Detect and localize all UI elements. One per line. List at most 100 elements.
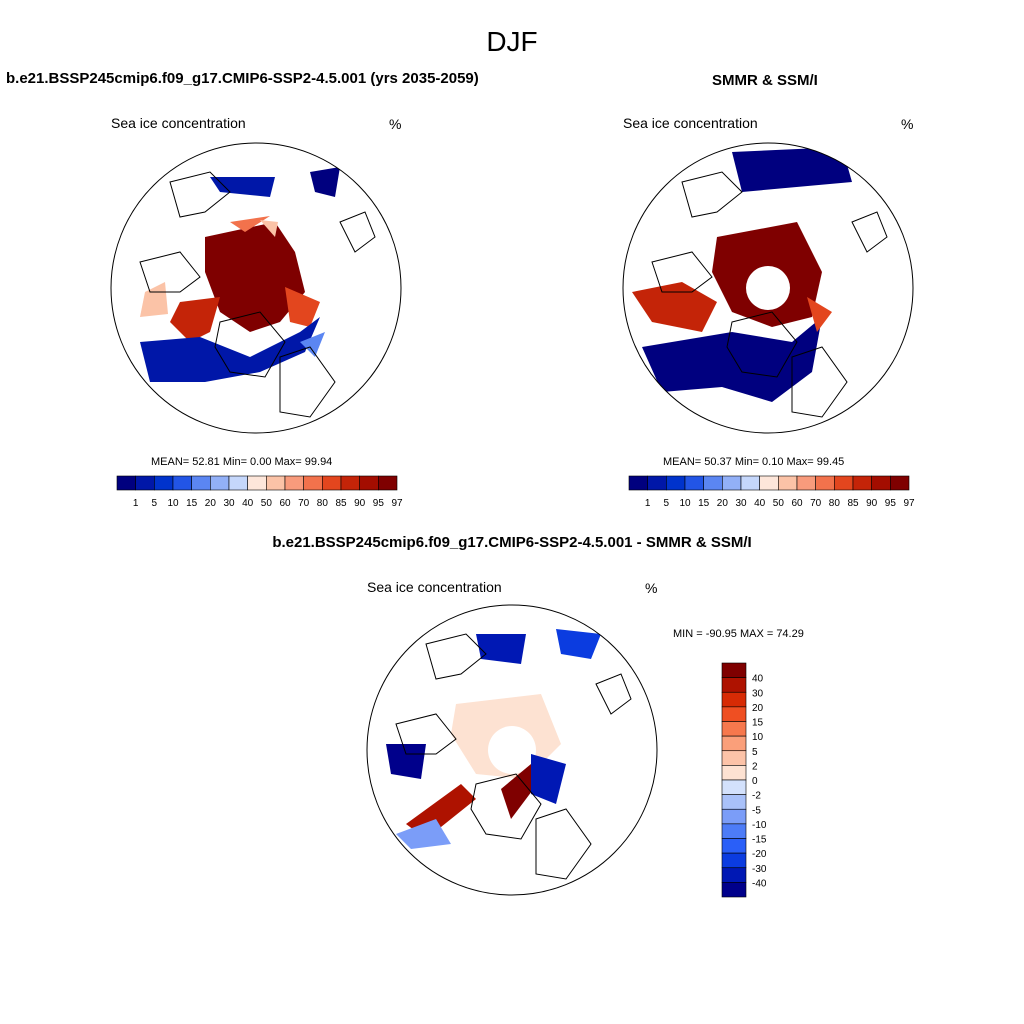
colorbar-cell: [172, 475, 192, 491]
colorbar-tick-label: 80: [317, 498, 329, 509]
obs-colorbar: 1 5 10 15 20 30 40 50 60 70 80 85 90 95 97: [628, 475, 915, 509]
colorbar-cell: [378, 475, 398, 491]
kara-diff: [531, 754, 566, 804]
diff-sea-ice-map: [366, 604, 658, 896]
model-variable-label: Sea ice concentration: [111, 115, 246, 131]
okhotsk-ice: [210, 177, 275, 197]
colorbar-tick-label: -10: [752, 820, 767, 831]
coastline-canada: [651, 251, 713, 293]
model-panel-title: b.e21.BSSP245cmip6.f09_g17.CMIP6-SSP2-4.…: [6, 70, 479, 87]
colorbar-tick-label: -5: [752, 805, 761, 816]
colorbar-tick-label: 70: [810, 498, 822, 509]
model-sea-ice-map: [110, 142, 402, 434]
colorbar-cell: [721, 823, 747, 839]
colorbar-cell: [834, 475, 854, 491]
colorbar-tick-label: 5: [664, 498, 670, 509]
colorbar-cell: [721, 691, 747, 708]
coastline-europe: [535, 808, 592, 880]
colorbar-cell: [722, 475, 742, 491]
colorbar-cell: [247, 475, 267, 491]
pole-hole: [488, 726, 536, 774]
hudson-diff: [386, 744, 426, 779]
obs-stats-text: MEAN= 50.37 Min= 0.10 Max= 99.45: [663, 456, 845, 468]
obs-panel-title: SMMR & SSM/I: [712, 72, 818, 89]
coastline-greenland: [726, 311, 798, 378]
coastline-greenland: [214, 311, 286, 378]
colorbar-tick-label: 50: [773, 498, 785, 509]
map-field: [139, 167, 376, 418]
colorbar-tick-label: 1: [645, 498, 651, 509]
colorbar-tick-label: 15: [186, 498, 198, 509]
obs-sea-ice-map: [622, 142, 914, 434]
ice-core: [205, 222, 305, 332]
colorbar-cell: [721, 794, 747, 810]
bering-diff: [556, 629, 601, 659]
colorbar-tick-label: 0: [752, 776, 758, 787]
barents-ice: [807, 297, 832, 332]
colorbar-tick-label: -20: [752, 849, 767, 860]
colorbar-cell: [135, 475, 155, 491]
colorbar-cell: [191, 475, 211, 491]
diff-panel-title: b.e21.BSSP245cmip6.f09_g17.CMIP6-SSP2-4.…: [272, 534, 752, 551]
colorbar-tick-label: 1: [133, 498, 139, 509]
colorbar-tick-label: 30: [752, 688, 764, 699]
colorbar-tick-label: 2: [752, 761, 758, 772]
bering-ice: [310, 167, 340, 197]
coastline-europe: [791, 346, 848, 418]
okhotsk-bering-ice: [732, 147, 852, 192]
obs-variable-label: Sea ice concentration: [623, 115, 758, 131]
page-title: DJF: [486, 26, 538, 57]
colorbar-tick-label: 50: [261, 498, 273, 509]
colorbar-tick-label: 97: [391, 498, 403, 509]
colorbar-cell: [228, 475, 248, 491]
colorbar-cell: [359, 475, 379, 491]
colorbar-tick-label: 40: [754, 498, 766, 509]
model-colorbar: 1 5 10 15 20 30 40 50 60 70 80 85 90 95 97: [116, 475, 403, 509]
coastline-asia: [425, 633, 487, 680]
colorbar-tick-label: 5: [152, 498, 158, 509]
map-boundary: [622, 142, 914, 434]
coastline-canada: [395, 713, 457, 755]
colorbar-tick-label: 10: [679, 498, 691, 509]
atlantic-ice-margin: [140, 317, 320, 382]
colorbar-cell: [210, 475, 230, 491]
colorbar-cell: [721, 765, 747, 781]
colorbar-cell: [721, 838, 747, 854]
coastline-greenland: [470, 773, 542, 840]
diff-variable-label: Sea ice concentration: [367, 579, 502, 595]
colorbar-tick-label: 95: [885, 498, 897, 509]
colorbar-cell: [322, 475, 342, 491]
colorbar-tick-label: 20: [717, 498, 729, 509]
labrador-diff: [396, 819, 451, 849]
colorbar-cell: [154, 475, 174, 491]
map-boundary: [366, 604, 658, 896]
colorbar-tick-label: 60: [279, 498, 291, 509]
colorbar-cell: [721, 662, 747, 678]
colorbar-cell: [703, 475, 723, 491]
coastline-europe: [279, 346, 336, 418]
coastline-alaska: [595, 673, 632, 715]
hudson-ice: [632, 282, 717, 332]
colorbar-tick-label: 10: [167, 498, 179, 509]
colorbar-tick-label: 95: [373, 498, 385, 509]
colorbar-tick-label: -15: [752, 835, 767, 846]
map-field: [386, 629, 632, 880]
colorbar-cell: [721, 677, 747, 693]
colorbar-cell: [796, 475, 816, 491]
colorbar-tick-label: -2: [752, 791, 761, 802]
diff-stats-text: MIN = -90.95 MAX = 74.29: [673, 628, 804, 640]
colorbar-cell: [647, 475, 667, 491]
hudson-ice: [170, 297, 220, 342]
colorbar-tick-label: 30: [223, 498, 235, 509]
colorbar-cell: [759, 475, 779, 491]
colorbar-cell: [303, 475, 323, 491]
colorbar-cell: [340, 475, 360, 491]
colorbar-tick-label: 90: [354, 498, 366, 509]
colorbar-cell: [284, 475, 304, 491]
colorbar-cell: [721, 852, 747, 869]
colorbar-tick-label: 15: [698, 498, 710, 509]
baltic-ice: [300, 332, 325, 357]
colorbar-cell: [116, 475, 136, 491]
colorbar-cell: [628, 475, 648, 491]
